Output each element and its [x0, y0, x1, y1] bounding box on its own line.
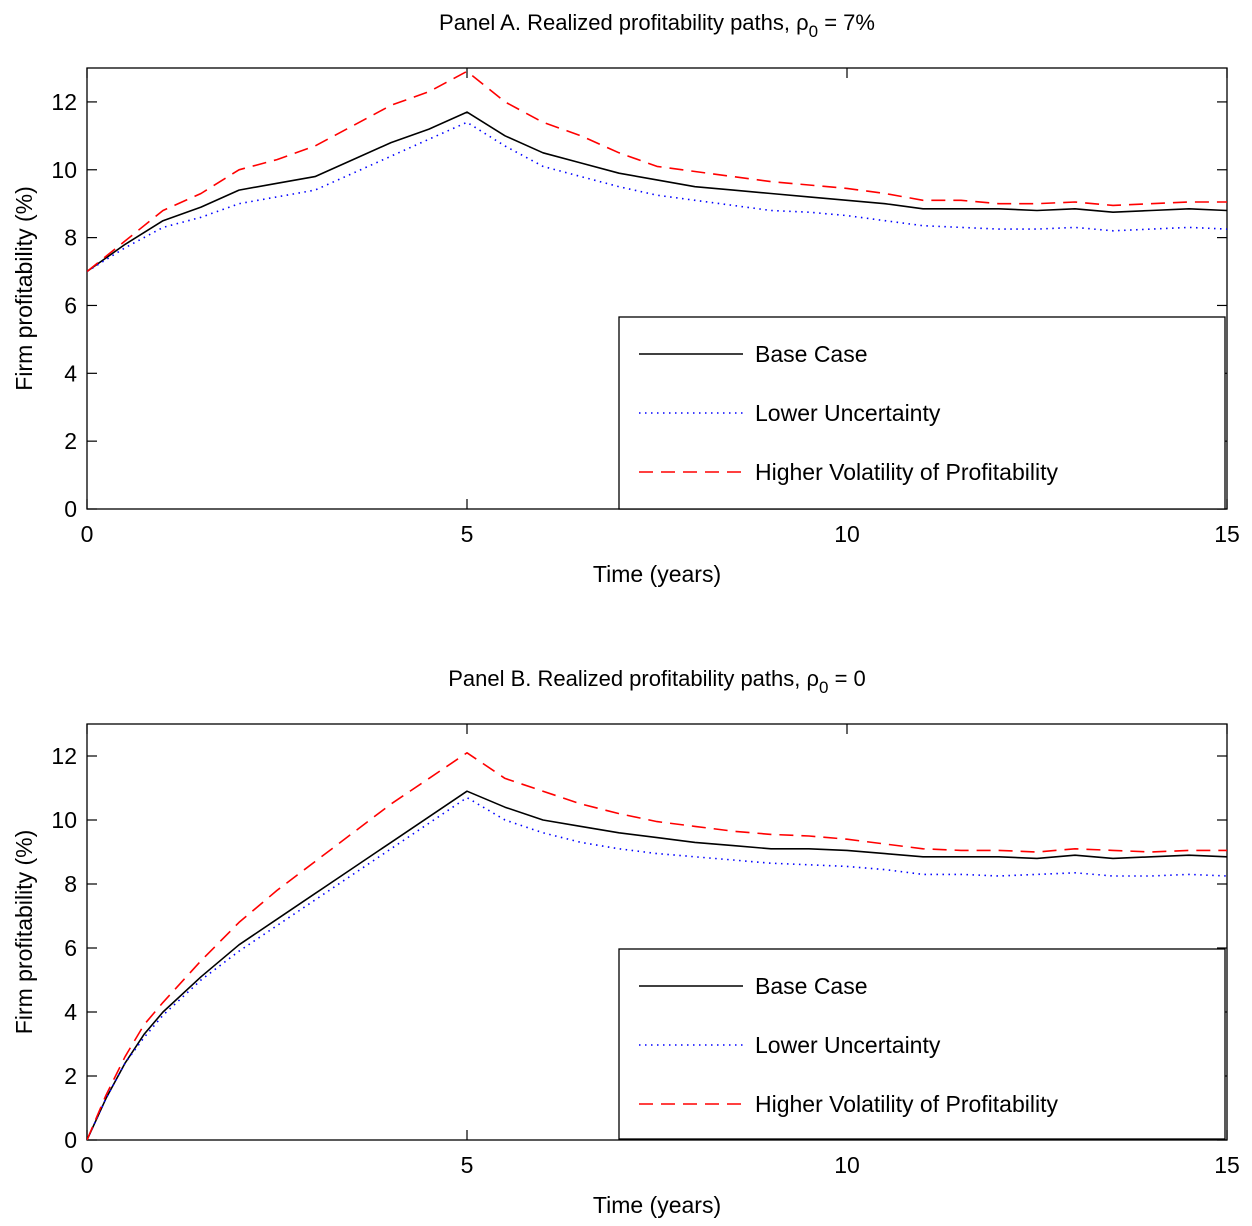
title-text: Panel A. Realized profitability paths, — [439, 10, 796, 35]
legend-box — [618, 316, 1226, 510]
chart-title: Panel A. Realized profitability paths, ρ… — [439, 10, 875, 41]
title-suffix: = 0 — [828, 666, 865, 691]
y-tick-label: 10 — [51, 157, 77, 183]
title-subscript: 0 — [819, 678, 828, 697]
y-tick-label: 2 — [64, 1063, 77, 1089]
x-tick-label: 5 — [461, 1152, 474, 1178]
legend-label: Base Case — [755, 973, 868, 999]
y-tick-label: 0 — [64, 1127, 77, 1153]
chart-panel-b: Panel B. Realized profitability paths, ρ… — [11, 666, 1240, 1218]
y-tick-label: 12 — [51, 743, 77, 769]
legend-label: Lower Uncertainty — [755, 400, 941, 426]
x-tick-label: 15 — [1214, 1152, 1240, 1178]
y-tick-label: 6 — [64, 935, 77, 961]
y-tick-label: 4 — [64, 999, 77, 1025]
title-text: Panel B. Realized profitability paths, — [448, 666, 806, 691]
legend-label: Higher Volatility of Profitability — [755, 459, 1058, 485]
x-tick-label: 0 — [81, 1152, 94, 1178]
series-line-2 — [87, 121, 1227, 273]
y-tick-label: 12 — [51, 89, 77, 115]
chart-panel-a: Panel A. Realized profitability paths, ρ… — [11, 10, 1240, 587]
x-tick-label: 5 — [461, 521, 474, 547]
x-tick-label: 10 — [834, 1152, 860, 1178]
y-tick-label: 8 — [64, 225, 77, 251]
legend: Base Case Lower Uncertainty Higher Volatil… — [618, 948, 1226, 1140]
x-tick-label: 10 — [834, 521, 860, 547]
title-symbol: ρ — [796, 10, 809, 35]
series-line-3 — [87, 751, 1227, 1140]
x-tick-label: 0 — [81, 521, 94, 547]
y-tick-label: 0 — [64, 496, 77, 522]
series-line-1 — [87, 111, 1227, 273]
y-tick-label: 4 — [64, 360, 77, 386]
y-tick-label: 6 — [64, 292, 77, 318]
y-axis-label: Firm profitability (%) — [11, 186, 37, 390]
title-suffix: = 7% — [818, 10, 875, 35]
axes-box — [86, 723, 1228, 1141]
y-axis-label: Firm profitability (%) — [11, 830, 37, 1034]
legend-label: Higher Volatility of Profitability — [755, 1091, 1058, 1117]
series-line-3 — [87, 70, 1227, 273]
y-tick-label: 8 — [64, 871, 77, 897]
x-axis-label: Time (years) — [593, 561, 721, 587]
x-axis-label: Time (years) — [593, 1192, 721, 1218]
title-subscript: 0 — [809, 22, 818, 41]
legend-label: Base Case — [755, 341, 868, 367]
chart-title: Panel B. Realized profitability paths, ρ… — [448, 666, 866, 697]
title-symbol: ρ — [807, 666, 820, 691]
y-tick-label: 2 — [64, 428, 77, 454]
legend-box — [618, 948, 1226, 1140]
x-tick-label: 15 — [1214, 521, 1240, 547]
series-line-1 — [87, 790, 1227, 1140]
legend-label: Lower Uncertainty — [755, 1032, 941, 1058]
legend: Base Case Lower Uncertainty Higher Volatil… — [618, 316, 1226, 510]
y-tick-label: 10 — [51, 807, 77, 833]
